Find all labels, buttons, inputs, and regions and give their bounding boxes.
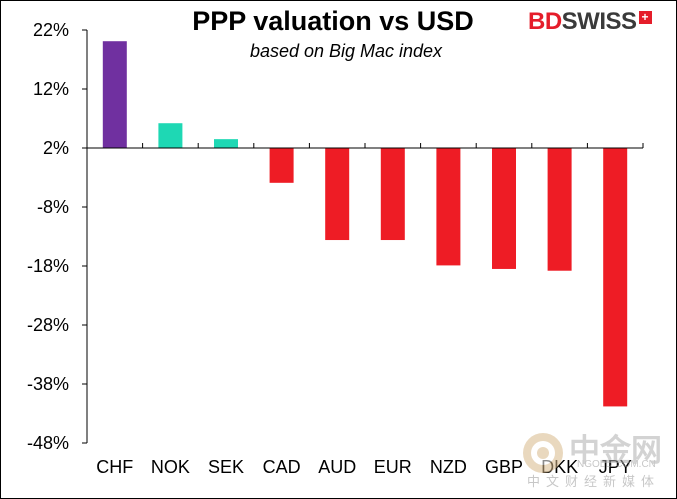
y-tick-label: -28%	[27, 315, 69, 335]
category-label-chf: CHF	[96, 457, 133, 477]
y-tick-label: -48%	[27, 433, 69, 453]
y-tick-label: 12%	[33, 79, 69, 99]
logo-text-bd: BD	[528, 8, 562, 35]
category-label-nzd: NZD	[430, 457, 467, 477]
bar-nok	[158, 123, 183, 148]
category-label-cad: CAD	[263, 457, 301, 477]
watermark: 中金网 NGOLD.COM.CN 中文财经新媒体	[517, 423, 667, 493]
bar-dkk	[547, 148, 572, 271]
bar-aud	[325, 148, 350, 241]
watermark-coin-icon	[523, 433, 563, 473]
category-label-gbp: GBP	[485, 457, 523, 477]
y-tick-label: 22%	[33, 20, 69, 40]
x-axis-labels: CHF NOK SEK CAD AUD EUR NZD GBP DKK JPY	[96, 457, 631, 477]
y-tick-label: 2%	[43, 138, 69, 158]
bars	[102, 41, 628, 407]
bar-cad	[269, 148, 294, 183]
bar-chf	[102, 41, 127, 148]
y-axis-ticks: 22% 12% 2% -8% -18% -28% -38% -48%	[27, 20, 87, 453]
x-axis-ticks	[86, 143, 644, 148]
chart-subtitle: based on Big Mac index	[250, 41, 443, 61]
bar-eur	[380, 148, 405, 241]
logo-plus-icon: +	[638, 10, 652, 24]
watermark-main: 中金网	[569, 433, 662, 469]
y-tick-label: -38%	[27, 374, 69, 394]
y-tick-label: -8%	[37, 197, 69, 217]
bar-gbp	[492, 148, 516, 269]
watermark-sub: 中文财经新媒体	[527, 475, 661, 490]
logo-text-swiss: SWISS	[561, 8, 637, 35]
bar-nzd	[436, 148, 461, 266]
category-label-eur: EUR	[374, 457, 412, 477]
category-label-jpy: JPY	[599, 457, 632, 477]
bar-sek	[214, 139, 238, 148]
category-label-sek: SEK	[208, 457, 244, 477]
watermark-domain: NGOLD.COM.CN	[577, 459, 656, 470]
category-label-aud: AUD	[318, 457, 356, 477]
bdswiss-logo: BD SWISS +	[528, 8, 652, 36]
y-tick-label: -18%	[27, 256, 69, 276]
chart-title: PPP valuation vs USD	[192, 6, 474, 36]
bar-jpy	[603, 148, 628, 407]
category-label-nok: NOK	[151, 457, 190, 477]
